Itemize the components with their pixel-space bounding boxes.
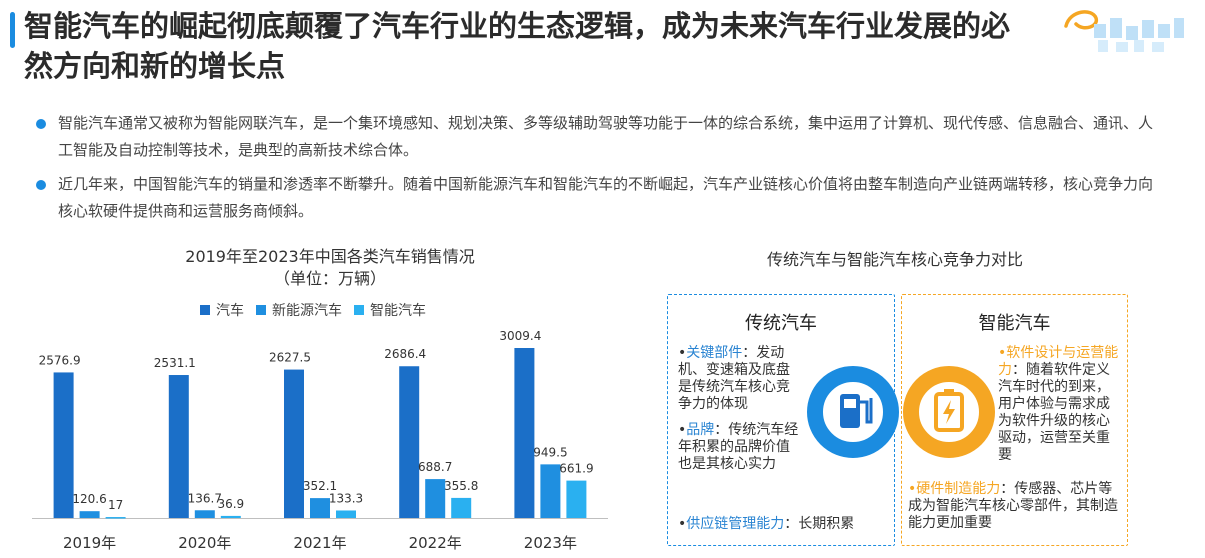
data-label: 2531.1 bbox=[154, 356, 196, 370]
chart-legend: 汽车 新能源汽车 智能汽车 bbox=[200, 300, 426, 320]
point-text: ：随着软件定义汽车时代的到来，用户体验与需求成为软件升级的核心驱动，运营至关重要 bbox=[998, 362, 1110, 463]
chart-subtitle: （单位：万辆） bbox=[273, 269, 386, 288]
data-label: 2627.5 bbox=[269, 351, 311, 365]
logo-swirl-icon bbox=[1064, 10, 1099, 30]
data-label: 36.9 bbox=[217, 497, 244, 511]
smart-car-box: 智能汽车 bbox=[901, 294, 1128, 546]
bar-智能汽车-2021年 bbox=[336, 510, 356, 518]
data-label: 688.7 bbox=[418, 460, 452, 474]
point-bullet: • bbox=[908, 481, 917, 497]
data-label: 3009.4 bbox=[499, 329, 541, 343]
bar-智能汽车-2023年 bbox=[566, 480, 587, 518]
legend-item: 智能汽车 bbox=[354, 300, 426, 320]
data-label: 352.1 bbox=[303, 479, 337, 493]
comparison-title: 传统汽车与智能汽车核心竞争力对比 bbox=[766, 250, 1023, 269]
data-label: 949.5 bbox=[533, 445, 567, 459]
title-accent-bar bbox=[10, 12, 15, 48]
intro-bullets: 智能汽车通常又被称为智能网联汽车，是一个集环境感知、规划决策、多等级辅助驾驶等功… bbox=[34, 110, 1154, 232]
legend-swatch-0 bbox=[200, 305, 210, 315]
blue-ring bbox=[807, 366, 899, 458]
bullet-item: 近几年来，中国智能汽车的销量和渗透率不断攀升。随着中国新能源汽车和智能汽车的不断… bbox=[34, 171, 1154, 225]
point-key: • bbox=[998, 345, 1007, 361]
bar-新能源汽车-2019年 bbox=[79, 511, 100, 518]
logo-blurred-text bbox=[1094, 18, 1184, 52]
x-tick-label: 2022年 bbox=[409, 534, 462, 552]
point-key: 软件设计与运营能力 bbox=[998, 345, 1119, 378]
traditional-car-points: •关键部件：发动机、变速箱及底盘是传统汽车核心竞争力的体现 •品牌：传统汽车经年… bbox=[678, 345, 803, 482]
smart-car-points: •软件设计与运营能力：随着软件定义汽车时代的到来，用户体验与需求成为软件升级的核… bbox=[998, 345, 1122, 464]
data-label: 136.7 bbox=[188, 491, 222, 505]
legend-swatch-1 bbox=[256, 305, 266, 315]
bullet-text: 智能汽车通常又被称为智能网联汽车，是一个集环境感知、规划决策、多等级辅助驾驶等功… bbox=[58, 114, 1154, 159]
x-tick-label: 2020年 bbox=[178, 534, 231, 552]
legend-label: 汽车 bbox=[216, 303, 244, 319]
chart-title: 2019年至2023年中国各类汽车销售情况 bbox=[185, 247, 475, 266]
legend-item: 汽车 bbox=[200, 300, 244, 320]
bullet-dot bbox=[36, 119, 46, 129]
bullet-text: 近几年来，中国智能汽车的销量和渗透率不断攀升。随着中国新能源汽车和智能汽车的不断… bbox=[58, 175, 1154, 220]
bar-新能源汽车-2023年 bbox=[540, 464, 561, 518]
smart-car-heading: 智能汽车 bbox=[978, 313, 1051, 334]
bar-汽车-2023年 bbox=[514, 348, 535, 518]
legend-label: 新能源汽车 bbox=[272, 303, 342, 319]
x-tick-label: 2021年 bbox=[293, 534, 346, 552]
data-label: 120.6 bbox=[72, 492, 106, 506]
bullet-item: 智能汽车通常又被称为智能网联汽车，是一个集环境感知、规划决策、多等级辅助驾驶等功… bbox=[34, 110, 1154, 164]
battery-charge-icon bbox=[934, 389, 964, 432]
bar-新能源汽车-2021年 bbox=[310, 498, 330, 518]
bar-汽车-2022年 bbox=[399, 366, 420, 518]
data-label: 2576.9 bbox=[39, 353, 81, 367]
point-text: ：发动机、变速箱及底盘是传统汽车核心竞争力的体现 bbox=[678, 345, 790, 412]
traditional-point: •品牌：传统汽车经年积累的品牌价值也是其核心实力 bbox=[678, 422, 799, 472]
data-label: 17 bbox=[108, 498, 123, 512]
point-text: ：传感器、芯片等成为智能汽车核心零部件，其制造能力更加重要 bbox=[908, 481, 1118, 531]
x-tick-label: 2023年 bbox=[524, 534, 577, 552]
bullet-dot bbox=[36, 180, 46, 190]
point-key: 硬件制造能力 bbox=[916, 481, 1001, 497]
data-label: 133.3 bbox=[329, 491, 363, 505]
bar-汽车-2020年 bbox=[168, 375, 189, 518]
bar-新能源汽车-2020年 bbox=[194, 510, 215, 518]
point-text: ：长期积累 bbox=[784, 516, 855, 532]
bar-智能汽车-2022年 bbox=[451, 497, 472, 518]
brand-logo bbox=[1060, 2, 1200, 62]
fuel-pump-icon bbox=[840, 394, 873, 428]
point-key: 关键部件 bbox=[686, 345, 743, 361]
data-label: 2686.4 bbox=[384, 347, 426, 361]
sales-bar-chart: 2576.9 120.6 17 2019年 2531.1 136.736.9 2020年 26… bbox=[32, 329, 608, 552]
legend-item: 新能源汽车 bbox=[256, 300, 342, 320]
bar-汽车-2019年 bbox=[53, 372, 74, 518]
smart-point: •软件设计与运营能力：随着软件定义汽车时代的到来，用户体验与需求成为软件升级的核… bbox=[998, 345, 1122, 464]
orange-ring bbox=[903, 366, 995, 458]
data-label: 355.8 bbox=[444, 479, 478, 493]
page-title: 智能汽车的崛起彻底颠覆了汽车行业的生态逻辑，成为未来汽车行业发展的必然方向和新的… bbox=[24, 9, 1011, 83]
bar-汽车-2021年 bbox=[284, 369, 304, 518]
legend-swatch-2 bbox=[354, 305, 364, 315]
point-key: 品牌 bbox=[686, 422, 715, 438]
infinity-emblem bbox=[807, 366, 995, 458]
bar-新能源汽车-2022年 bbox=[425, 479, 446, 518]
smart-point: •硬件制造能力：传感器、芯片等成为智能汽车核心零部件，其制造能力更加重要 bbox=[908, 481, 1122, 532]
traditional-point: •供应链管理能力：长期积累 bbox=[678, 516, 855, 532]
data-label: 661.9 bbox=[559, 462, 593, 476]
legend-label: 智能汽车 bbox=[370, 303, 426, 319]
bar-智能汽车-2020年 bbox=[220, 515, 241, 518]
chart-title-block: 2019年至2023年中国各类汽车销售情况 （单位：万辆） bbox=[150, 246, 510, 290]
traditional-car-heading: 传统汽车 bbox=[745, 313, 817, 334]
traditional-point: •关键部件：发动机、变速箱及底盘是传统汽车核心竞争力的体现 bbox=[678, 345, 790, 412]
point-text: ：传统汽车经年积累的品牌价值也是其核心实力 bbox=[678, 422, 799, 472]
point-key: 供应链管理能力 bbox=[686, 516, 785, 532]
bar-智能汽车-2019年 bbox=[105, 517, 126, 519]
x-tick-label: 2019年 bbox=[63, 534, 116, 552]
